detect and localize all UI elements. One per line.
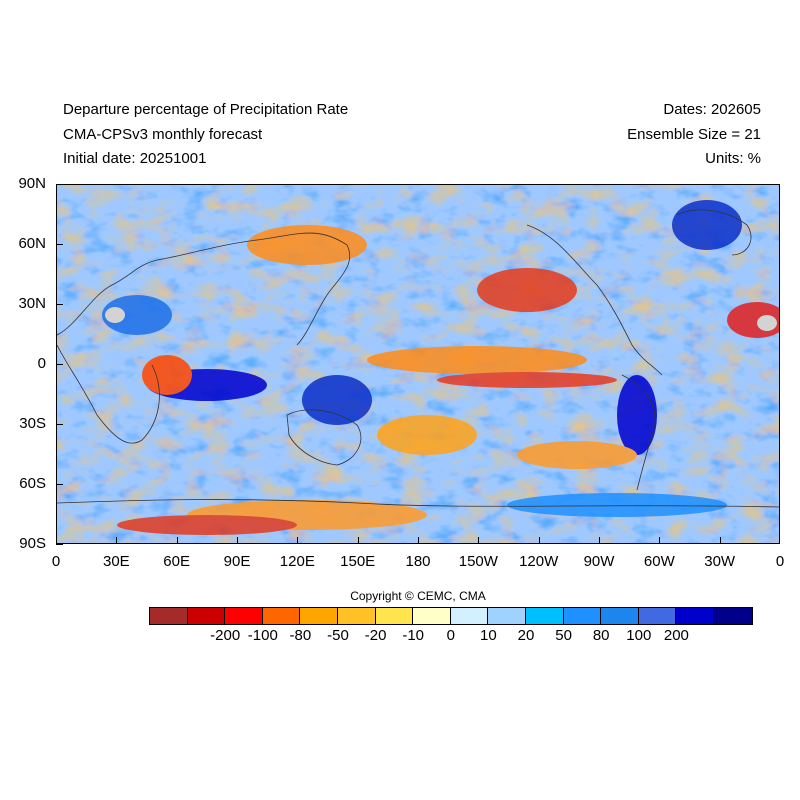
lon-tick	[56, 537, 57, 544]
colorbar-label: 20	[517, 627, 535, 644]
lon-tick	[659, 537, 661, 544]
lon-tick	[237, 537, 238, 544]
lon-label: 30E	[102, 553, 130, 570]
colorbar-label: 80	[592, 627, 610, 644]
lon-label: 90E	[223, 553, 251, 570]
precipitation-anomaly-map	[56, 184, 780, 544]
colorbar-label: 200	[663, 627, 689, 644]
colorbar-swatch	[300, 608, 338, 624]
lon-label: 0	[775, 553, 785, 570]
lat-label: 30S	[19, 415, 46, 432]
colorbar-swatch	[563, 608, 602, 624]
lon-tick	[779, 537, 780, 544]
colorbar-label: -50	[327, 627, 349, 644]
missing-data-patches	[105, 307, 777, 331]
colorbar-swatch	[488, 608, 526, 624]
colorbar-label: -200	[210, 627, 241, 644]
coastlines	[57, 209, 779, 508]
lon-label: 60E	[163, 553, 191, 570]
colorbar-swatch	[713, 608, 752, 624]
lon-label: 60W	[643, 553, 675, 570]
lat-tick	[56, 304, 63, 305]
colorbar-swatch	[187, 608, 226, 624]
lon-label: 120W	[519, 553, 559, 570]
lat-tick	[56, 424, 63, 425]
colorbar-label: 10	[480, 627, 497, 644]
lat-label: 60N	[18, 235, 46, 252]
lat-tick	[56, 484, 63, 485]
map-title: Departure percentage of Precipitation Ra…	[63, 101, 349, 118]
map-raster	[57, 185, 779, 543]
colorbar-label: -10	[402, 627, 425, 644]
colorbar-swatch	[450, 608, 489, 624]
lon-label: 0	[51, 553, 61, 570]
model-subtitle: CMA-CPSv3 monthly forecast	[63, 126, 263, 143]
colorbar-swatch	[337, 608, 376, 624]
colorbar-label: -80	[289, 627, 312, 644]
colorbar-swatch	[525, 608, 564, 624]
anomaly-features	[102, 200, 779, 535]
lat-tick	[56, 244, 63, 245]
lon-tick	[599, 537, 600, 544]
colorbar-swatch	[413, 608, 451, 624]
lat-tick	[56, 544, 63, 545]
lon-tick	[297, 537, 299, 544]
lat-label: 60S	[19, 475, 46, 492]
colorbar	[149, 607, 753, 625]
copyright-text: Copyright © CEMC, CMA	[350, 589, 486, 603]
colorbar-swatch	[150, 608, 188, 624]
colorbar-label: 50	[555, 627, 572, 644]
lon-tick	[478, 537, 480, 544]
lat-label: 90N	[18, 175, 46, 192]
lon-tick	[176, 537, 178, 544]
colorbar-swatch	[676, 608, 714, 624]
lat-label: 30N	[18, 295, 46, 312]
colorbar-swatch	[638, 608, 677, 624]
lat-tick	[56, 184, 63, 185]
lat-label: 90S	[19, 535, 46, 552]
lon-tick	[357, 537, 359, 544]
units-label: Units: %	[705, 150, 761, 167]
ensemble-size-label: Ensemble Size = 21	[627, 126, 761, 143]
forecast-dates-label: Dates: 202605	[663, 101, 761, 118]
lon-tick	[538, 537, 540, 544]
lon-tick	[418, 537, 419, 544]
lon-label: 150E	[340, 553, 376, 570]
colorbar-label: -100	[247, 627, 278, 644]
lon-label: 90W	[583, 553, 615, 570]
colorbar-label: 0	[446, 627, 455, 644]
initial-date-label: Initial date: 20251001	[63, 150, 207, 167]
lat-tick	[56, 364, 63, 365]
lon-tick	[116, 537, 118, 544]
lon-tick	[719, 537, 721, 544]
colorbar-label: 100	[626, 627, 652, 644]
lon-label: 180	[405, 553, 431, 570]
colorbar-swatch	[375, 608, 414, 624]
lon-label: 30W	[704, 553, 736, 570]
lat-label: 0	[37, 355, 46, 372]
colorbar-label: -20	[364, 627, 387, 644]
colorbar-swatch	[225, 608, 263, 624]
lon-label: 120E	[279, 553, 315, 570]
colorbar-swatch	[262, 608, 301, 624]
colorbar-swatch	[601, 608, 639, 624]
lon-label: 150W	[458, 553, 498, 570]
